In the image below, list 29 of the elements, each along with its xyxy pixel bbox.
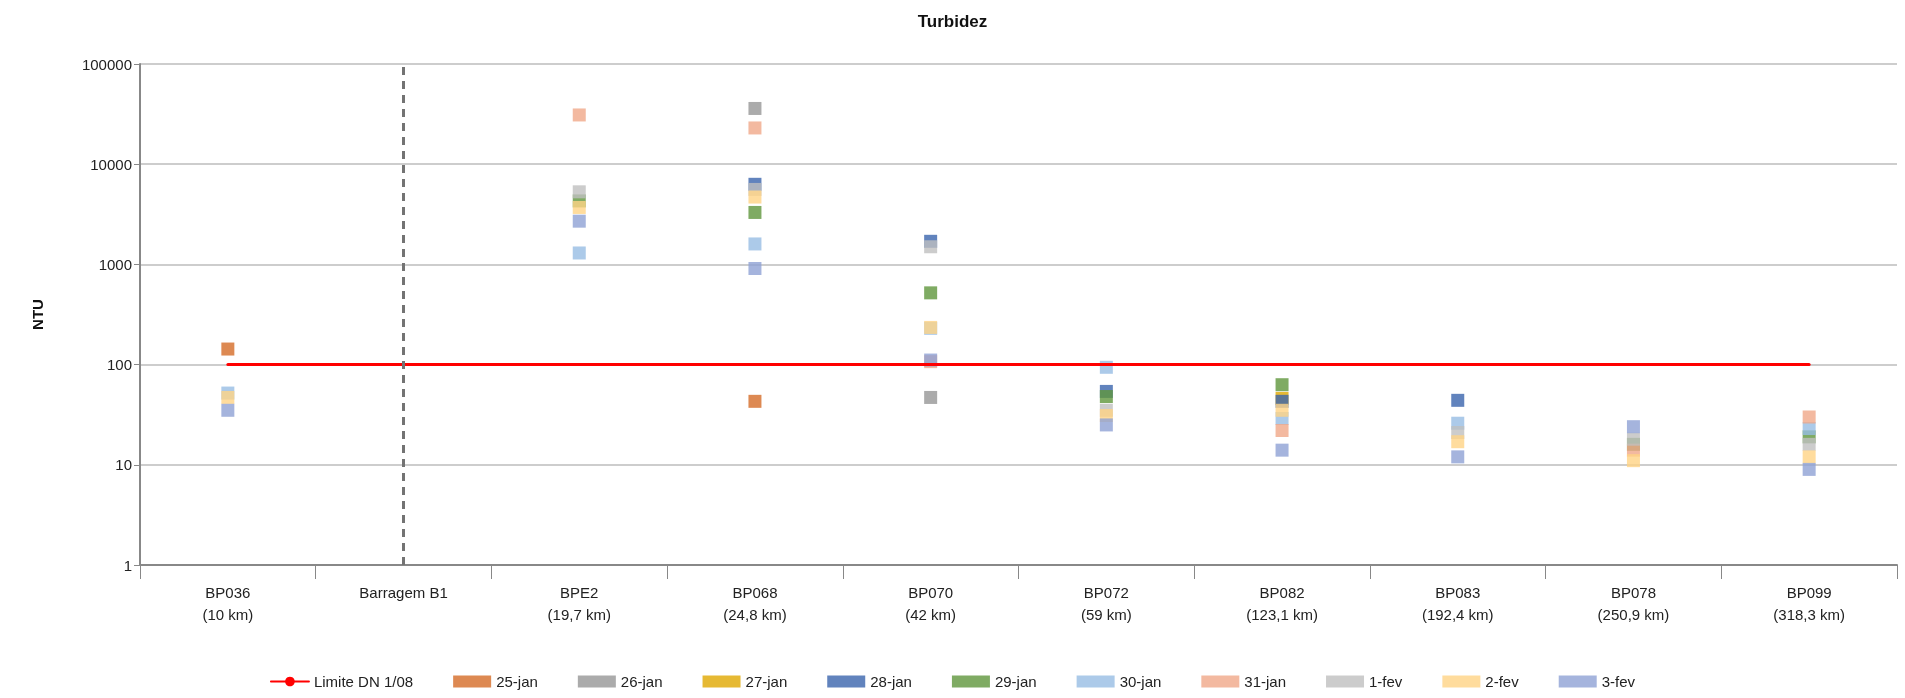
legend-label: 31-jan xyxy=(1244,673,1287,690)
legend-label: 27-jan xyxy=(745,673,788,690)
x-tick-label: Barragem B1 xyxy=(359,583,448,601)
y-tick-label: 10000 xyxy=(90,155,132,173)
y-tick-label: 10 xyxy=(115,456,132,474)
y-tick-label: 1 xyxy=(123,556,132,574)
x-tick-label: BP036 (10 km) xyxy=(202,583,254,623)
legend-label: 1-fev xyxy=(1369,673,1403,690)
x-tick-label: BPE2 (19,7 km) xyxy=(547,583,611,623)
x-tick-label: BP083 (192,4 km) xyxy=(1421,583,1494,623)
legend-label: 28-jan xyxy=(870,673,912,690)
x-tick-label: BP072 (59 km) xyxy=(1080,583,1132,623)
legend-label: 25-jan xyxy=(496,673,538,690)
x-tick-label: BP078 (250,9 km) xyxy=(1597,583,1670,623)
chart-title: Turbidez xyxy=(917,12,988,31)
legend-label: 3-fev xyxy=(1601,673,1636,690)
x-tick-label: BP068 (24,8 km) xyxy=(723,583,787,623)
legend-label: 26-jan xyxy=(620,673,663,690)
x-tick-label: BP099 (318,3 km) xyxy=(1773,583,1845,623)
legend-label: Limite DN 1/08 xyxy=(313,673,414,690)
y-axis-title: NTU xyxy=(29,299,46,330)
x-tick-label: BP082 (123,1 km) xyxy=(1246,583,1318,623)
y-tick-label: 100000 xyxy=(81,55,132,73)
y-tick-label: 100 xyxy=(106,356,132,374)
x-tick-label: BP070 (42 km) xyxy=(905,583,957,623)
legend-label: 2-fev xyxy=(1485,673,1520,690)
legend-label: 30-jan xyxy=(1119,673,1162,690)
legend-label: 29-jan xyxy=(994,673,1037,690)
y-tick-label: 1000 xyxy=(98,255,132,273)
